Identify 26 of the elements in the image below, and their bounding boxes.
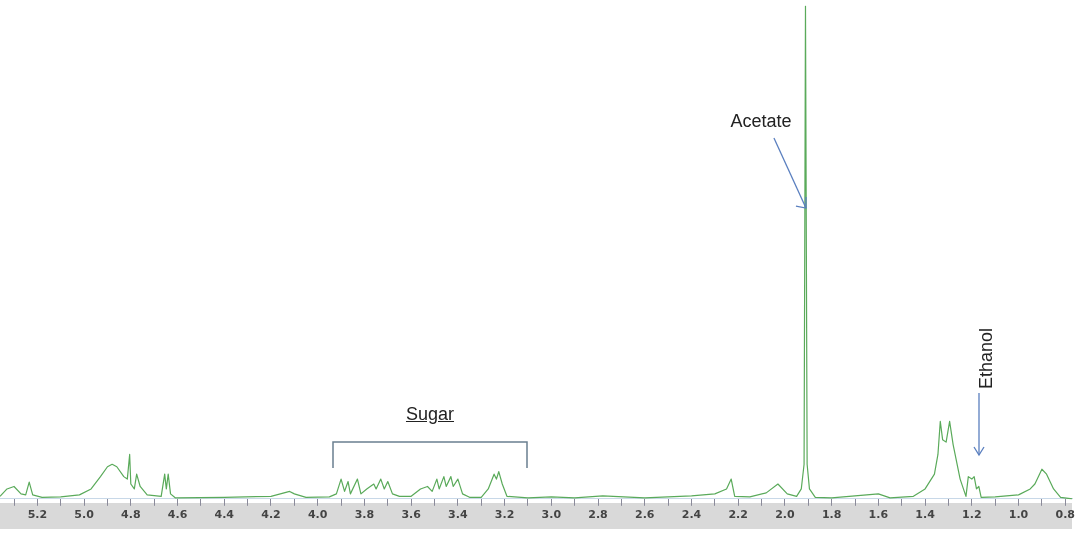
x-tick-label: 1.2 — [962, 508, 982, 522]
x-tick-label: 0.8 — [1055, 508, 1076, 522]
x-tick-label: 2.6 — [635, 508, 655, 522]
x-tick-label: 4.0 — [307, 508, 328, 522]
x-tick-label: 4.2 — [261, 508, 281, 522]
x-tick-label: 2.0 — [775, 508, 796, 522]
x-tick-label: 3.0 — [541, 508, 562, 522]
x-tick-label: 4.4 — [214, 508, 235, 522]
x-tick-label: 1.0 — [1008, 508, 1029, 522]
x-tick-label: 1.6 — [868, 508, 889, 522]
annotation: Ethanol — [975, 327, 996, 389]
x-tick-label: 2.4 — [681, 508, 702, 522]
x-tick-label: 5.2 — [27, 508, 48, 522]
x-tick-label: 5.0 — [74, 508, 95, 522]
x-tick-label: 4.6 — [167, 508, 188, 522]
x-tick-label: 2.2 — [728, 508, 748, 522]
x-tick-label: 3.8 — [354, 508, 375, 522]
x-tick-label: 3.6 — [401, 508, 422, 522]
x-tick-label: 1.4 — [915, 508, 936, 522]
annotation: Acetate — [730, 111, 792, 132]
x-tick-label: 4.8 — [121, 508, 141, 522]
annotation: Sugar — [404, 404, 455, 424]
x-tick-label: 1.8 — [821, 508, 842, 522]
x-tick-label: 3.2 — [494, 508, 515, 522]
x-tick-label: 3.4 — [448, 508, 468, 522]
x-tick-label: 2.8 — [588, 508, 608, 522]
